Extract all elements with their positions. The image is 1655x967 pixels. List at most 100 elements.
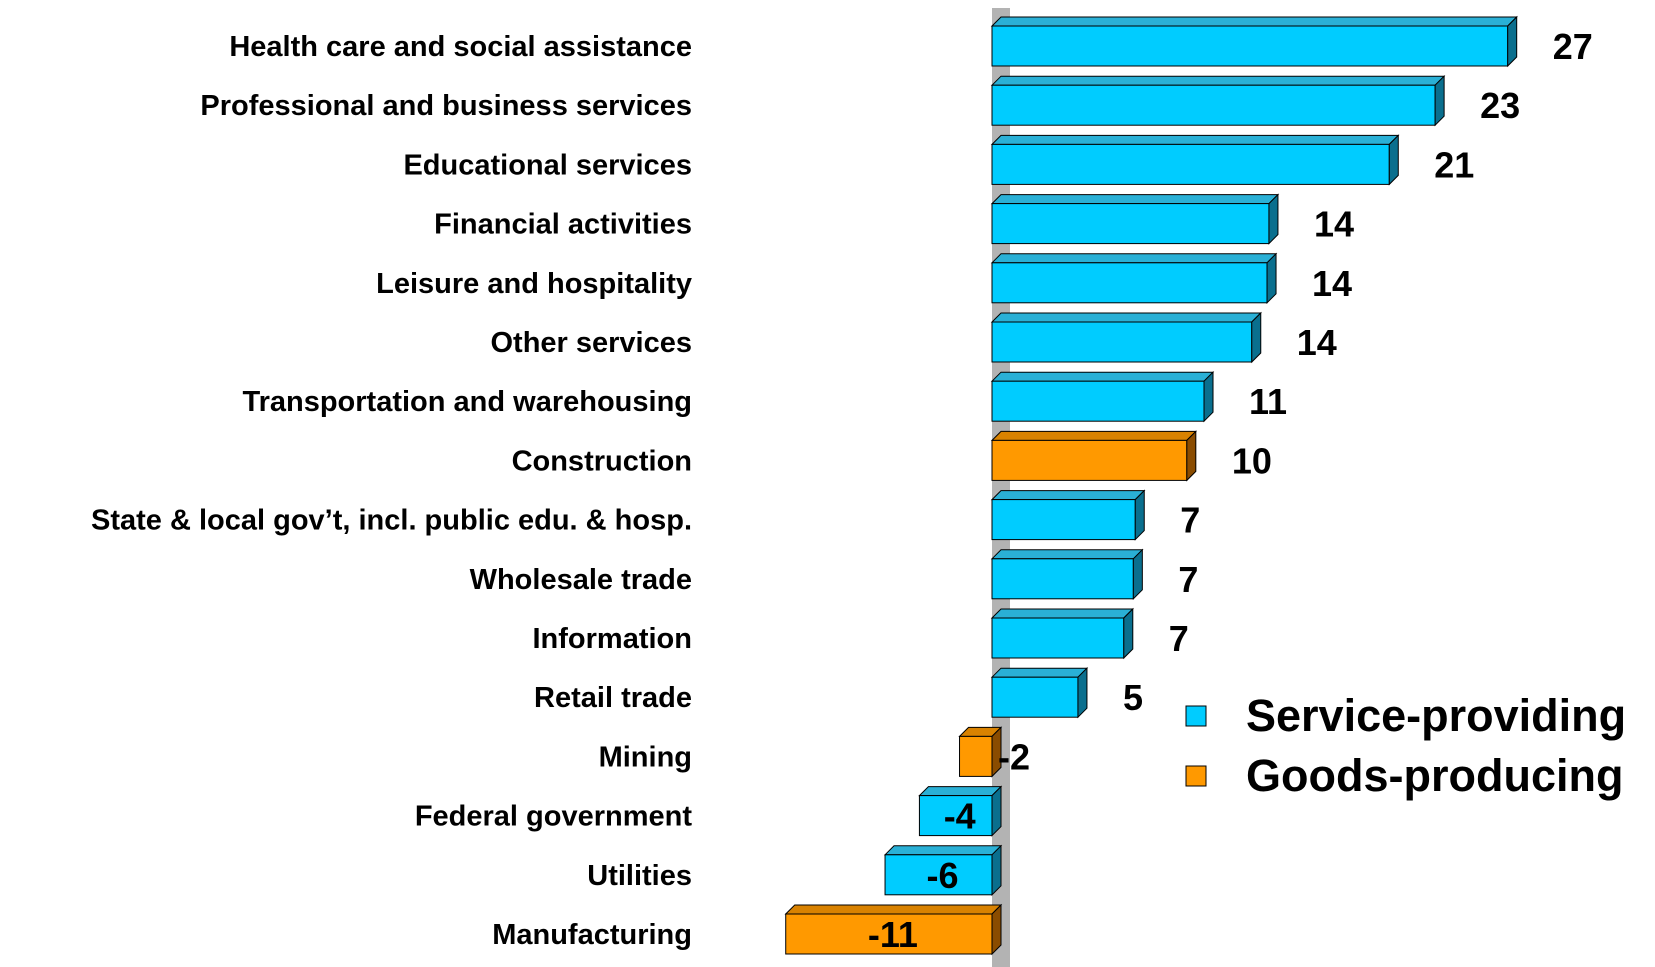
value-label-state-local-gov-t-incl-public-edu-hosp: 7	[1180, 500, 1200, 541]
bar-side-face	[1388, 134, 1399, 186]
bar-construction	[990, 430, 1198, 482]
value-label-professional-and-business-services: 23	[1480, 85, 1520, 126]
bar-top-face	[918, 786, 1003, 797]
bar-front-face	[991, 676, 1079, 718]
bar-top-face	[990, 16, 1518, 27]
bar-front-face	[991, 143, 1390, 185]
bar-front-face	[991, 203, 1270, 245]
bar-side-face	[991, 903, 1002, 956]
bar-top-face	[990, 430, 1198, 441]
category-label-leisure-and-hospitality: Leisure and hospitality	[376, 268, 692, 300]
value-label-educational-services: 21	[1434, 144, 1474, 185]
category-label-information: Information	[533, 623, 693, 655]
bar-side-face	[1134, 489, 1145, 541]
category-label-professional-and-business-services: Professional and business services	[200, 90, 692, 122]
category-label-retail-trade: Retail trade	[534, 682, 692, 714]
bar-wholesale-trade	[990, 548, 1144, 601]
bar-top-face	[990, 312, 1262, 323]
bar-retail-trade	[990, 666, 1089, 719]
category-label-health-care-and-social-assistance: Health care and social assistance	[229, 31, 692, 63]
category-label-manufacturing: Manufacturing	[492, 919, 692, 951]
value-label-federal-government: -4	[944, 796, 976, 837]
category-label-financial-activities: Financial activities	[434, 209, 692, 241]
bar-front-face	[991, 617, 1125, 659]
bar-top-face	[990, 490, 1146, 501]
bar-educational-services	[990, 134, 1400, 186]
bar-top-face	[990, 253, 1278, 264]
bar-side-face	[1434, 74, 1445, 127]
bar-side-face	[1123, 607, 1134, 660]
legend-label-service: Service-providing	[1246, 690, 1626, 741]
bar-leisure-and-hospitality	[990, 252, 1278, 305]
bar-side-face	[1186, 430, 1197, 482]
bar-front-face	[991, 439, 1188, 481]
bar-top-face	[990, 75, 1446, 86]
bar-other-services	[990, 311, 1262, 364]
bar-front-face	[959, 735, 993, 777]
bar-professional-and-business-services	[990, 74, 1446, 127]
legend: Service-providing Goods-producing	[1185, 690, 1626, 801]
bar-front-face	[991, 380, 1205, 422]
bar-top-face	[990, 371, 1215, 382]
category-label-wholesale-trade: Wholesale trade	[470, 564, 692, 596]
bar-front-face	[991, 558, 1134, 600]
bar-side-face	[1203, 370, 1214, 423]
value-label-information: 7	[1169, 618, 1189, 659]
bar-top-face	[990, 667, 1089, 678]
bar-side-face	[991, 844, 1002, 897]
bar-top-face	[784, 904, 1003, 915]
bar-front-face	[918, 795, 993, 837]
value-label-retail-trade: 5	[1123, 677, 1143, 718]
bar-side-face	[1132, 548, 1143, 601]
bar-state-local-gov-t-incl-public-edu-hosp	[990, 489, 1146, 541]
bar-side-face	[991, 785, 1002, 837]
category-label-transportation-and-warehousing: Transportation and warehousing	[242, 386, 692, 418]
bar-top-face	[990, 549, 1144, 560]
bar-mining	[958, 726, 1003, 778]
bar-front-face	[785, 913, 993, 955]
category-label-state-local-gov-t-incl-public-edu-hosp: State & local gov’t, incl. public edu. &…	[91, 505, 692, 537]
bar-health-care-and-social-assistance	[990, 15, 1518, 68]
bar-transportation-and-warehousing	[990, 370, 1215, 423]
value-label-manufacturing: -11	[868, 914, 918, 955]
category-label-construction: Construction	[512, 445, 692, 477]
bar-side-face	[1077, 666, 1088, 719]
value-label-utilities: -6	[927, 855, 959, 896]
category-label-utilities: Utilities	[587, 860, 692, 892]
value-label-leisure-and-hospitality: 14	[1312, 263, 1352, 304]
category-label-educational-services: Educational services	[403, 149, 692, 181]
bar-front-face	[991, 321, 1253, 363]
bar-top-face	[990, 134, 1400, 145]
bar-manufacturing	[784, 903, 1003, 956]
value-label-wholesale-trade: 7	[1178, 559, 1198, 600]
category-label-federal-government: Federal government	[415, 801, 693, 833]
category-label-mining: Mining	[599, 741, 692, 773]
bars-group: Health care and social assistance 27 Profe…	[91, 15, 1593, 956]
bar-information	[990, 607, 1134, 660]
bar-front-face	[991, 25, 1509, 67]
bar-front-face	[991, 262, 1268, 304]
bar-side-face	[991, 726, 1002, 778]
legend-swatch-service	[1185, 705, 1207, 727]
bar-side-face	[1266, 252, 1277, 305]
legend-label-goods: Goods-producing	[1246, 750, 1623, 801]
bar-federal-government	[918, 785, 1003, 837]
bar-side-face	[1251, 311, 1262, 364]
bar-financial-activities	[990, 193, 1280, 245]
bar-front-face	[991, 84, 1436, 126]
bar-top-face	[990, 608, 1134, 619]
bar-side-face	[1507, 15, 1518, 68]
bar-utilities	[883, 844, 1003, 897]
value-label-mining: -2	[998, 736, 1030, 777]
bar-side-face	[1268, 193, 1279, 245]
value-label-other-services: 14	[1297, 322, 1337, 363]
value-label-transportation-and-warehousing: 11	[1249, 381, 1287, 422]
legend-swatch-goods	[1185, 765, 1207, 787]
value-label-construction: 10	[1232, 440, 1272, 481]
bar-front-face	[991, 499, 1136, 541]
category-label-other-services: Other services	[490, 327, 692, 359]
value-label-health-care-and-social-assistance: 27	[1553, 26, 1593, 67]
bar-top-face	[990, 194, 1280, 205]
value-label-financial-activities: 14	[1314, 204, 1354, 245]
